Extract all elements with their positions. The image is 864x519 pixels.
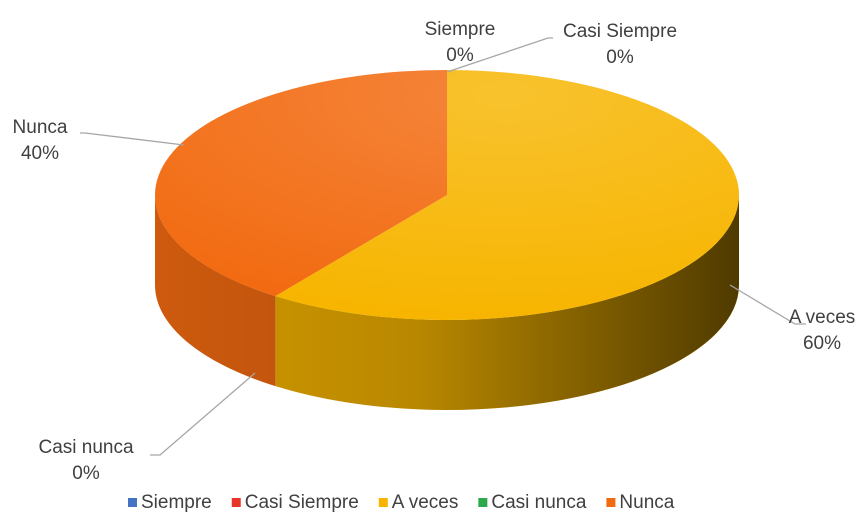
data-label-value: 0% [446,45,474,66]
legend: Siempre Casi Siempre A veces Casi nunca Nunc… [128,492,675,513]
data-label-name: Nunca [13,117,68,138]
data-labels: Siempre 0% Casi Siempre 0% A veces 60% Casi nu… [13,19,856,484]
legend-label: Casi Siempre [245,492,359,513]
legend-label: Casi nunca [491,492,586,513]
data-label-name: A veces [789,307,856,328]
data-label-name: Casi Siempre [563,21,677,42]
data-label-name: Casi nunca [38,437,133,458]
leader-line [446,37,553,73]
legend-label: Nunca [619,492,674,513]
data-label-value: 40% [21,143,59,164]
data-label-value: 0% [606,47,634,68]
pie-tops [154,69,739,320]
legend-label: Siempre [141,492,212,513]
legend-swatch [128,498,137,507]
data-label-value: 0% [72,463,100,484]
legend-swatch [231,498,241,507]
data-label-value: 60% [803,333,841,354]
legend-label: A veces [392,492,459,513]
legend-swatch [606,498,616,507]
leader-line [150,372,256,456]
leader-line [80,132,185,146]
legend-swatch [378,498,388,507]
legend-swatch [478,498,488,507]
data-label-name: Siempre [425,19,496,40]
leader-line [729,284,806,325]
